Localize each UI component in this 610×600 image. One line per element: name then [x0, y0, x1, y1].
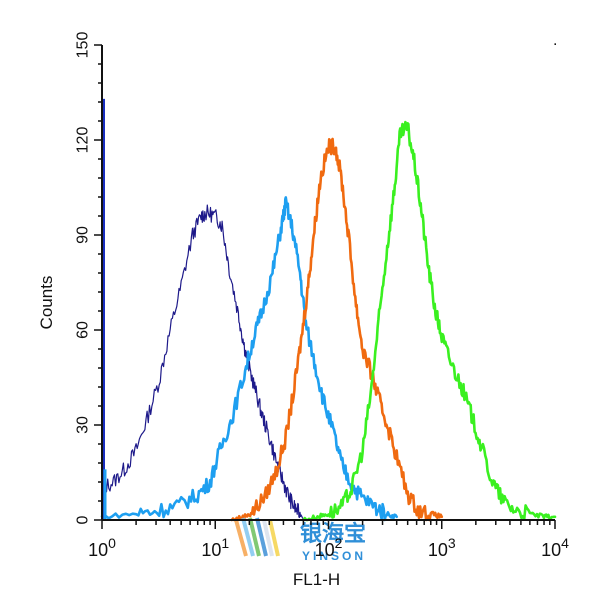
series-3-histogram — [230, 137, 444, 522]
watermark-sub-text: YINSON — [302, 549, 366, 563]
x-tick-label-exponent: 1 — [221, 535, 229, 551]
y-tick-label: 150 — [75, 32, 92, 59]
y-tick-label: 90 — [75, 226, 92, 244]
x-tick-label: 101 — [201, 535, 229, 560]
corner-mark: . — [553, 32, 557, 49]
x-axis-title: FL1-H — [293, 570, 340, 589]
x-tick-label-exponent: 0 — [108, 535, 116, 551]
x-tick-label-exponent: 4 — [561, 535, 569, 551]
x-tick-label-exponent: 2 — [335, 535, 343, 551]
y-tick-label: 0 — [75, 515, 92, 524]
y-tick-label: 30 — [75, 416, 92, 434]
x-tick-label-base: 10 — [315, 540, 335, 560]
x-tick-label: 103 — [428, 535, 456, 560]
x-tick-label: 104 — [541, 535, 569, 560]
watermark-logo-icon — [234, 517, 280, 557]
x-tick-label: 100 — [88, 535, 116, 560]
x-tick-label-base: 10 — [428, 540, 448, 560]
y-tick-label: 60 — [75, 321, 92, 339]
y-axis-title: Counts — [37, 276, 56, 330]
series-2-histogram — [100, 196, 398, 522]
x-tick-label: 102 — [315, 535, 343, 560]
x-tick-label-base: 10 — [541, 540, 561, 560]
x-tick-label-base: 10 — [88, 540, 108, 560]
y-tick-label: 120 — [75, 127, 92, 154]
watermark: 银海宝 YINSON — [234, 517, 366, 563]
series-layer — [100, 98, 557, 522]
series-1-histogram — [101, 204, 307, 521]
x-tick-label-exponent: 3 — [448, 535, 456, 551]
series-4-histogram — [302, 120, 557, 522]
x-tick-label-base: 10 — [201, 540, 221, 560]
watermark-main-text: 银海宝 — [300, 521, 366, 546]
